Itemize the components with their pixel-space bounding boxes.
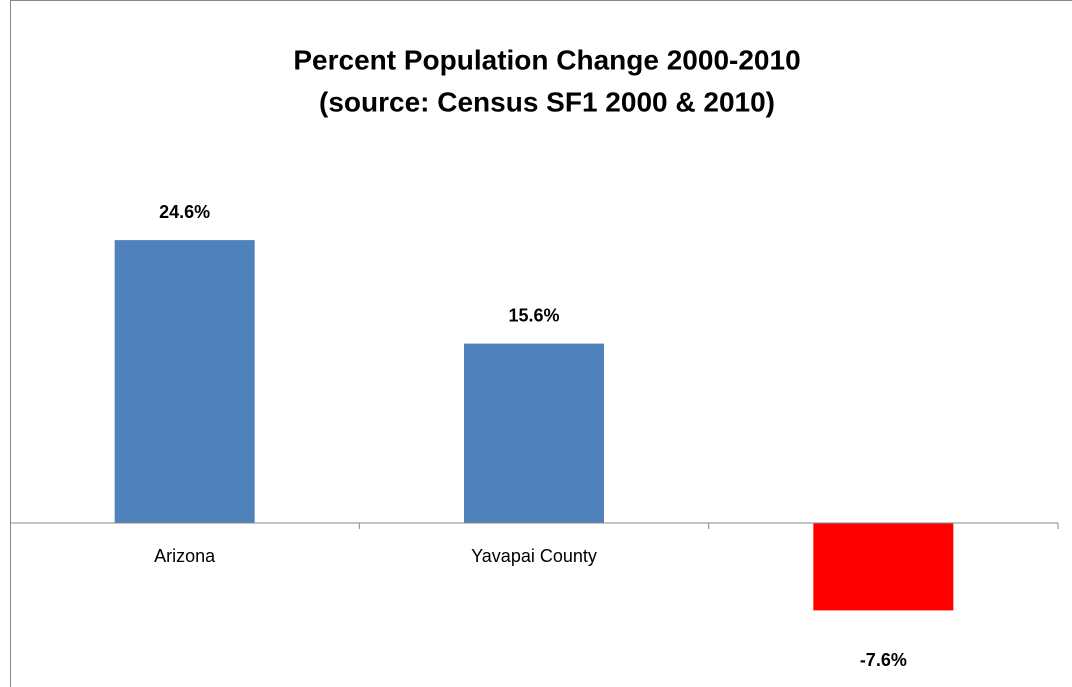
bar <box>464 343 604 523</box>
data-label: 15.6% <box>508 305 559 325</box>
data-label: -7.6% <box>860 650 907 670</box>
x-tick-label: Yavapai County <box>471 546 597 566</box>
chart-subtitle: (source: Census SF1 2000 & 2010) <box>319 86 775 117</box>
bar <box>114 240 255 523</box>
x-tick-label: Arizona <box>154 546 216 566</box>
chart-title: Percent Population Change 2000-2010 <box>293 44 800 75</box>
bar <box>813 523 954 611</box>
data-label: 24.6% <box>159 202 210 222</box>
